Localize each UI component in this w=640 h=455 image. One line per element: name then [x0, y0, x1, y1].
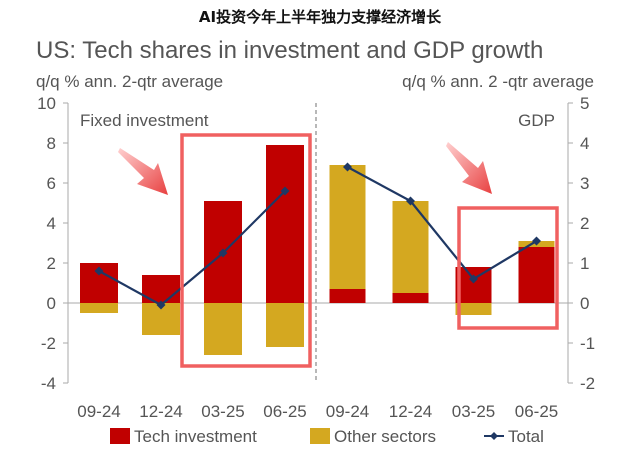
- right-y-tick-label: 0: [580, 294, 589, 313]
- bar-tech-06-25: [266, 145, 304, 303]
- right-y-tick-label: -1: [580, 334, 595, 353]
- total-marker-03-25: [218, 248, 228, 258]
- banner-title: AI投资今年上半年独力支撑经济增长: [199, 8, 442, 26]
- left-axis-title: q/q % ann. 2-qtr average: [36, 72, 223, 91]
- panel-label-gdp: GDP: [518, 111, 555, 130]
- total-marker-12-24: [156, 300, 166, 310]
- right-y-tick-label: 1: [580, 254, 589, 273]
- total-marker-09-24: [94, 266, 104, 276]
- legend-label-other: Other sectors: [334, 427, 436, 446]
- bar-other-12-24: [392, 201, 429, 293]
- right-y-tick-label: 3: [580, 174, 589, 193]
- left-y-tick-label: -4: [41, 374, 56, 393]
- right-axis-title: q/q % ann. 2 -qtr average: [402, 72, 594, 91]
- legend-swatch-other: [310, 428, 330, 444]
- x-tick-label: 09-24: [77, 402, 120, 421]
- right-y-tick-label: -2: [580, 374, 595, 393]
- total-marker-06-25: [280, 186, 290, 196]
- x-tick-label: 12-24: [389, 402, 432, 421]
- x-tick-label: 12-24: [139, 402, 182, 421]
- arrow-annotation-right: [446, 142, 492, 194]
- left-y-tick-label: 0: [47, 294, 56, 313]
- bar-other-09-24: [329, 165, 366, 289]
- bar-tech-12-24: [392, 293, 429, 303]
- total-marker-09-24: [343, 162, 352, 172]
- x-tick-label: 06-25: [515, 402, 558, 421]
- bar-other-03-25: [455, 303, 492, 315]
- total-line-1: [346, 166, 538, 281]
- bar-tech-09-24: [329, 289, 366, 303]
- left-y-tick-label: 8: [47, 134, 56, 153]
- x-tick-label: 03-25: [201, 402, 244, 421]
- highlight-box-gdp: [457, 206, 559, 330]
- bar-tech-06-25: [518, 247, 555, 303]
- legend-label-total: Total: [508, 427, 544, 446]
- left-y-tick-label: 2: [47, 254, 56, 273]
- total-marker-03-25: [469, 274, 478, 284]
- x-tick-label: 06-25: [263, 402, 306, 421]
- total-marker-06-25: [532, 236, 541, 246]
- panel-label-fixed-investment: Fixed investment: [80, 111, 209, 130]
- total-marker-12-24: [406, 196, 415, 206]
- total-line-0: [98, 190, 286, 307]
- legend-marker-total: [490, 432, 498, 440]
- bar-other-06-25: [266, 303, 304, 347]
- right-y-tick-label: 5: [580, 94, 589, 113]
- x-tick-label: 03-25: [452, 402, 495, 421]
- left-y-tick-label: 10: [37, 94, 56, 113]
- highlight-box-fixed-investment: [180, 133, 312, 368]
- left-y-tick-label: 4: [47, 214, 56, 233]
- chart-title: US: Tech shares in investment and GDP gr…: [36, 37, 543, 64]
- right-y-tick-label: 2: [580, 214, 589, 233]
- legend-label-tech: Tech investment: [134, 427, 257, 446]
- legend-swatch-tech: [110, 428, 130, 444]
- left-y-tick-label: -2: [41, 334, 56, 353]
- bar-other-09-24: [80, 303, 118, 313]
- bar-other-03-25: [204, 303, 242, 355]
- arrow-annotation-left: [118, 148, 168, 195]
- right-y-tick-label: 4: [580, 134, 589, 153]
- x-tick-label: 09-24: [326, 402, 369, 421]
- left-y-tick-label: 6: [47, 174, 56, 193]
- legend: Tech investment Other sectors Total: [110, 427, 544, 446]
